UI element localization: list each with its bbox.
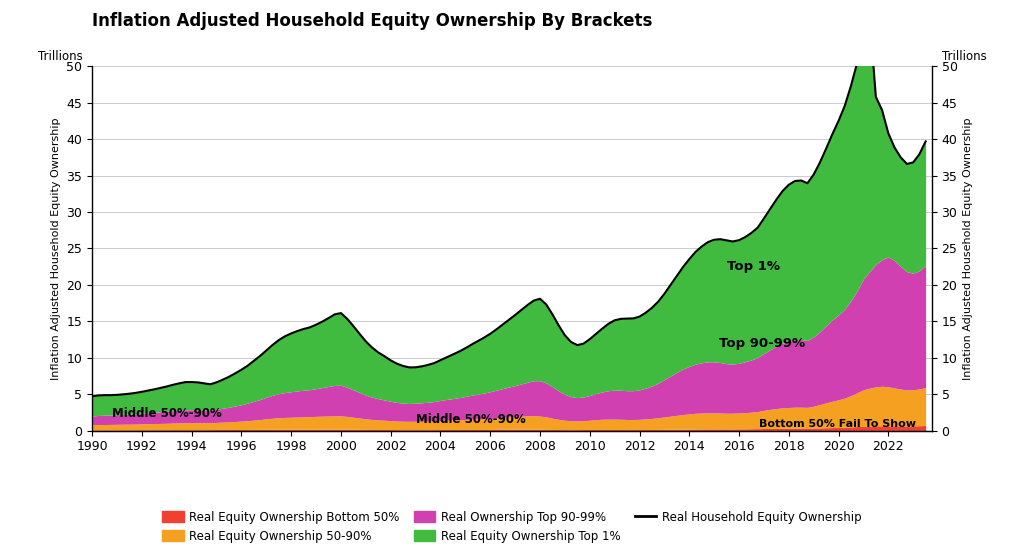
Text: Top 1%: Top 1%: [727, 260, 779, 273]
Text: Trillions: Trillions: [38, 50, 82, 62]
Y-axis label: Inflation Adjusted Household Equity Ownership: Inflation Adjusted Household Equity Owne…: [964, 117, 973, 380]
Text: Trillions: Trillions: [942, 50, 986, 62]
Legend: Real Equity Ownership Bottom 50%, Real Equity Ownership 50-90%, Real Ownership T: Real Equity Ownership Bottom 50%, Real E…: [159, 507, 865, 546]
Text: Bottom 50% Fail To Show: Bottom 50% Fail To Show: [759, 420, 915, 429]
Y-axis label: Inflation Adjusted Household Equity Ownership: Inflation Adjusted Household Equity Owne…: [51, 117, 60, 380]
Text: Middle 50%-90%: Middle 50%-90%: [416, 413, 525, 426]
Text: Top 90-99%: Top 90-99%: [719, 337, 805, 350]
Text: Middle 50%-90%: Middle 50%-90%: [112, 407, 222, 421]
Text: Inflation Adjusted Household Equity Ownership By Brackets: Inflation Adjusted Household Equity Owne…: [92, 12, 652, 30]
